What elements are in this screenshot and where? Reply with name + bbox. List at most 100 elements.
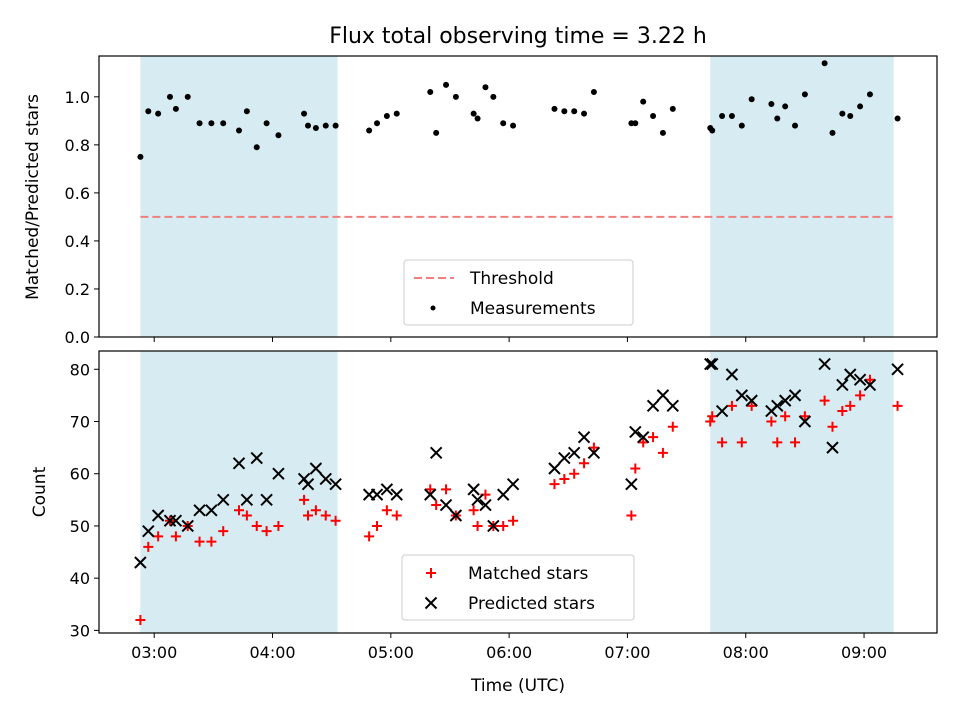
matched-star-point <box>855 390 866 401</box>
matched-star-point <box>780 411 791 422</box>
measurement-point <box>305 122 312 129</box>
matched-star-point <box>153 531 164 542</box>
matched-star-point <box>135 614 146 625</box>
matched-star-point <box>864 374 875 385</box>
measurement-point <box>166 93 173 100</box>
matched-star-point <box>790 437 801 448</box>
predicted-star-point <box>205 504 218 517</box>
legend-label: Matched stars <box>468 564 588 584</box>
y-tick-label: 0.8 <box>65 136 90 155</box>
matched-star-point <box>441 484 452 495</box>
matched-star-point <box>717 437 728 448</box>
measurement-point <box>866 91 873 98</box>
measurement-point <box>774 115 781 122</box>
measurement-point <box>263 120 270 127</box>
predicted-star-point <box>625 477 638 491</box>
matched-star-point <box>766 416 777 427</box>
measurement-point <box>452 93 459 100</box>
predicted-star-point <box>301 477 315 491</box>
x-tick-label: 04:00 <box>249 643 295 662</box>
measurement-point <box>366 127 373 134</box>
legend-measurement-swatch <box>430 305 436 311</box>
legend-label: Threshold <box>469 269 554 289</box>
predicted-star-point <box>429 446 443 460</box>
ratio-panel: 0.0 0.2 0.4 0.6 0.8 1.0 Threshold Measurements <box>65 55 938 347</box>
x-tick-label: 05:00 <box>368 643 414 662</box>
top-ylabel: Matched/Predicted stars <box>23 94 43 300</box>
matched-star-point <box>559 473 570 484</box>
matched-star-point <box>299 494 310 505</box>
y-tick-label: 40 <box>70 569 90 588</box>
predicted-star-point <box>844 368 857 381</box>
predicted-star-point <box>836 378 849 392</box>
measurement-point <box>719 113 726 120</box>
predicted-star-point <box>891 363 904 376</box>
shaded-interval-1 <box>710 56 894 337</box>
measurement-point <box>709 127 716 134</box>
y-tick-label: 60 <box>70 465 90 484</box>
predicted-star-point <box>646 399 660 413</box>
predicted-star-point <box>217 493 230 507</box>
matched-star-point <box>892 400 903 411</box>
matched-star-point <box>705 416 716 427</box>
bottom-xlabel: Time (UTC) <box>470 676 565 696</box>
legend-box <box>401 554 635 621</box>
matched-star-point <box>630 463 641 474</box>
count-panel: 30 40 50 60 70 80 03:00 04:00 05:00 06:00 07:00 08:… <box>70 350 938 662</box>
matched-star-point <box>638 437 649 448</box>
legend-label: Measurements <box>470 299 596 319</box>
measurement-point <box>208 120 215 127</box>
measurement-point <box>847 113 854 120</box>
predicted-star-point <box>319 472 332 486</box>
measurement-point <box>632 120 639 127</box>
legend: Threshold Measurements <box>403 259 634 326</box>
predicted-star-point <box>636 430 650 444</box>
measurement-point <box>768 101 775 108</box>
measurement-point <box>443 81 450 88</box>
measurement-point <box>312 125 319 132</box>
y-tick-label: 70 <box>70 413 90 432</box>
measurement-point <box>137 153 144 160</box>
matched-star-point <box>648 432 659 443</box>
matched-star-point <box>579 458 590 469</box>
matched-star-point <box>372 520 383 531</box>
predicted-star-point <box>666 399 679 413</box>
measurement-point <box>650 113 657 120</box>
matched-star-point <box>746 400 757 411</box>
measurement-point <box>669 105 676 112</box>
measurement-point <box>184 93 191 100</box>
measurement-point <box>738 122 745 129</box>
measurement-point <box>275 132 282 139</box>
matched-star-point <box>819 395 830 406</box>
measurement-point <box>510 122 517 129</box>
predicted-star-point <box>497 488 510 501</box>
measurement-point <box>196 120 203 127</box>
predicted-star-point <box>629 425 642 439</box>
predicted-star-point <box>577 430 591 444</box>
measurement-point <box>172 105 179 112</box>
predicted-star-point <box>558 451 571 465</box>
measurement-point <box>235 127 242 134</box>
matched-star-point <box>799 411 810 422</box>
predicted-star-point <box>329 477 342 491</box>
matched-star-point <box>431 500 442 511</box>
predicted-star-point <box>272 467 285 480</box>
predicted-star-point <box>151 509 165 522</box>
matched-star-point <box>772 437 783 448</box>
x-tick-label: 08:00 <box>723 643 769 662</box>
matched-star-point <box>391 510 402 521</box>
predicted-star-point <box>706 357 719 371</box>
predicted-star-point <box>778 394 792 407</box>
matched-star-point <box>330 515 341 526</box>
predicted-star-point <box>548 462 561 475</box>
matched-star-point <box>218 526 229 537</box>
measurement-point <box>433 129 440 136</box>
y-tick-label: 0.4 <box>65 232 90 251</box>
measurement-point <box>590 89 597 96</box>
matched-star-point <box>837 406 848 417</box>
predicted-star-point <box>169 514 183 527</box>
predicted-star-point <box>163 514 177 527</box>
matched-star-point <box>320 510 331 521</box>
predicted-star-point <box>826 441 839 454</box>
measurement-point <box>748 96 755 103</box>
